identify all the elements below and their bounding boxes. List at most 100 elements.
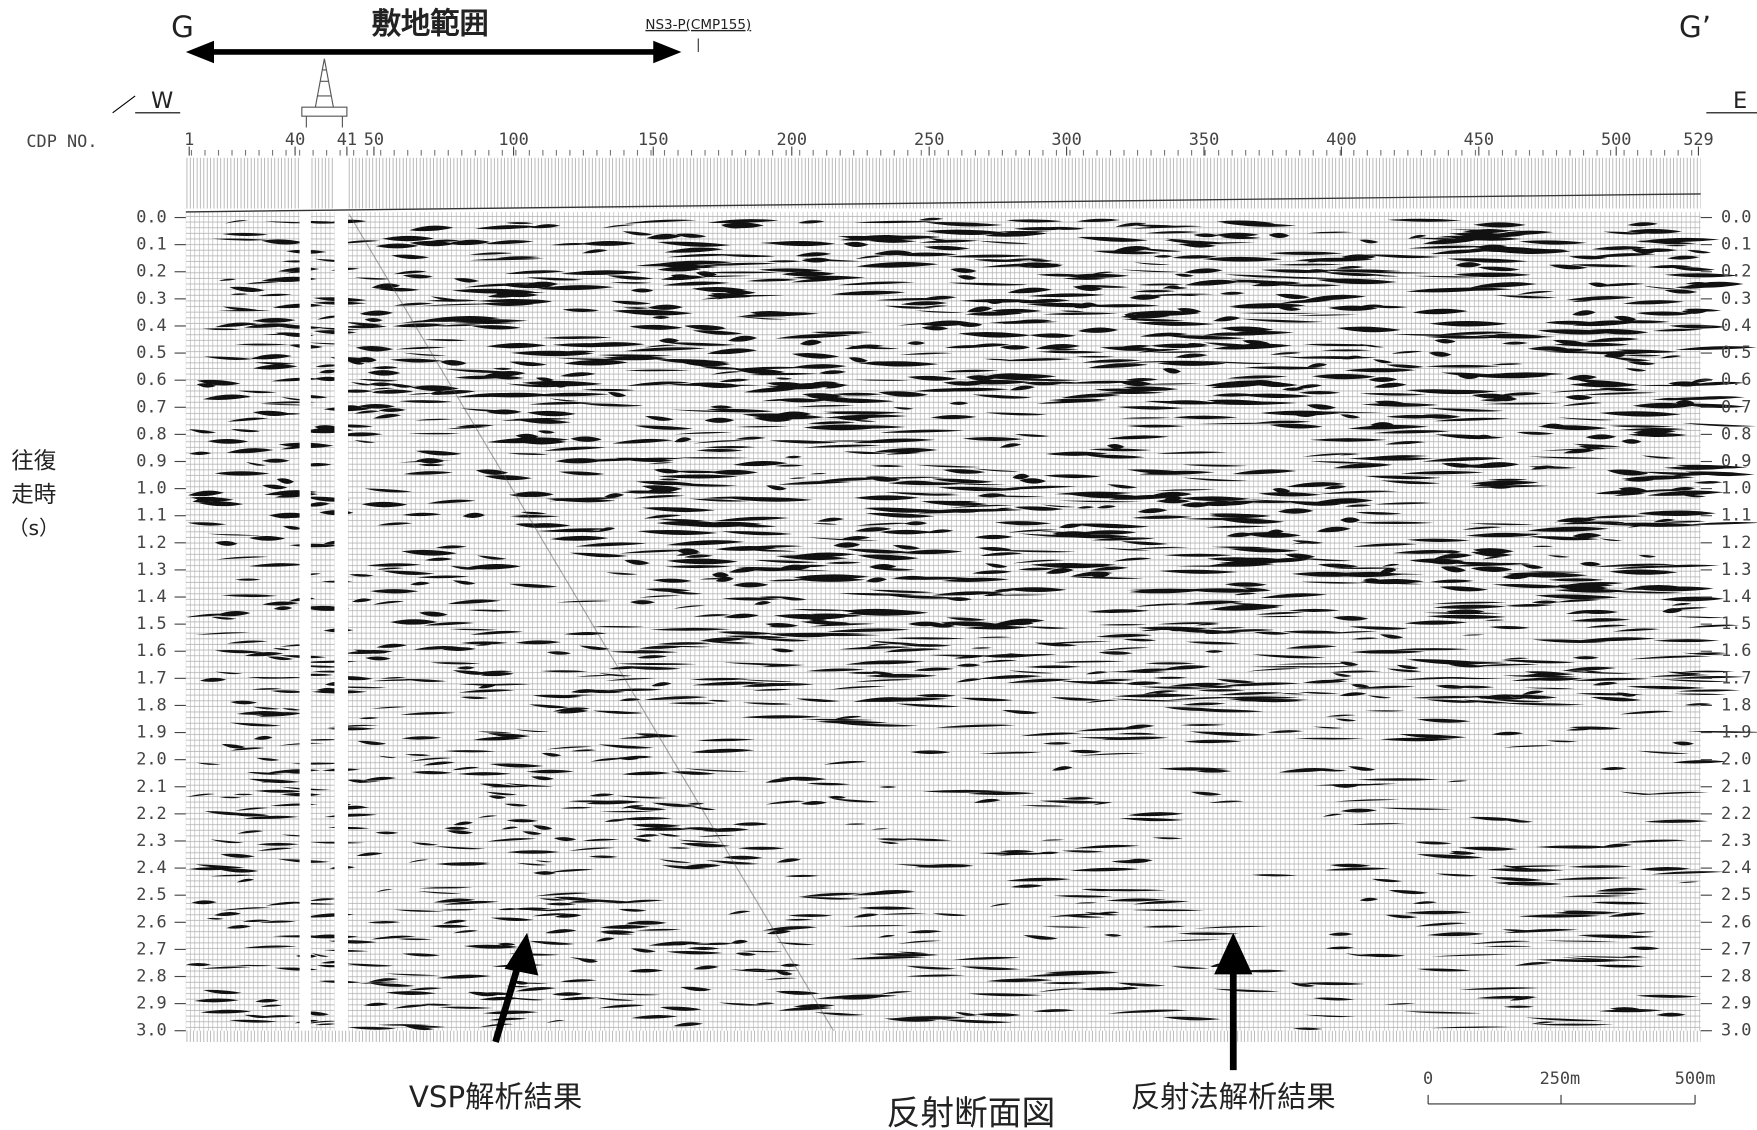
reflector <box>956 663 981 667</box>
west-label: W <box>151 88 173 114</box>
reflector <box>1294 384 1323 389</box>
reflector <box>1040 839 1065 841</box>
reflector <box>1292 314 1359 317</box>
reflector <box>1269 423 1323 429</box>
reflector <box>1421 389 1499 394</box>
reflector <box>1345 953 1372 957</box>
reflector <box>631 1015 678 1019</box>
reflector <box>1674 346 1757 351</box>
reflector <box>1279 299 1332 304</box>
reflector <box>418 887 473 889</box>
reflector <box>595 937 615 942</box>
reflector <box>1681 422 1757 427</box>
reflector <box>1005 587 1067 593</box>
reflector <box>822 440 878 442</box>
reflector <box>944 345 989 349</box>
reflector <box>1675 464 1748 469</box>
reflector <box>1647 674 1711 677</box>
reflector <box>659 1006 702 1011</box>
reflector <box>892 545 921 550</box>
reflector <box>1652 328 1703 332</box>
reflector <box>1220 326 1274 332</box>
reflector <box>739 950 783 953</box>
reflector <box>1126 469 1188 474</box>
reflector <box>1475 335 1556 338</box>
reflector <box>577 958 599 963</box>
reflector <box>676 548 700 554</box>
reflector <box>823 414 907 419</box>
reflector <box>526 410 576 417</box>
reflector <box>767 579 804 582</box>
reflector <box>1090 271 1114 275</box>
reflector <box>251 688 282 690</box>
reflector <box>740 545 804 548</box>
reflector <box>723 613 759 619</box>
reflector <box>1491 731 1524 736</box>
reflector <box>1075 987 1140 991</box>
reflector <box>1473 222 1526 228</box>
reflector <box>1626 228 1682 234</box>
reflector <box>1599 538 1623 541</box>
reflector <box>1562 666 1617 671</box>
reflector <box>1637 750 1690 754</box>
reflector <box>415 418 454 421</box>
reflector <box>1406 538 1470 542</box>
reflector <box>1575 692 1644 696</box>
reflector <box>243 945 298 949</box>
reflector <box>978 675 1043 680</box>
reflector <box>649 627 731 631</box>
reflector <box>609 650 674 654</box>
reflector <box>1348 823 1407 825</box>
reflector <box>1474 244 1508 249</box>
reflector <box>1503 928 1579 934</box>
reflector <box>1367 455 1429 458</box>
reflector <box>1599 411 1682 417</box>
reflector <box>693 965 719 970</box>
reflector <box>1621 439 1642 444</box>
reflector <box>1611 357 1651 362</box>
reflector <box>402 953 441 957</box>
time-tick-label: 1.5 <box>1721 613 1751 633</box>
reflector <box>1288 608 1341 613</box>
reflector <box>854 527 892 532</box>
reflector <box>378 755 397 759</box>
reflector <box>1051 766 1073 771</box>
reflector <box>1564 584 1614 588</box>
reflector <box>638 595 682 598</box>
reflector <box>1254 420 1312 424</box>
reflector <box>1306 231 1354 234</box>
reflector <box>1093 678 1135 682</box>
cdp-tick-label: 50 <box>364 129 384 149</box>
east-label: E <box>1733 88 1747 114</box>
reflector <box>878 391 929 397</box>
reflector <box>957 275 977 280</box>
reflector <box>1540 448 1622 452</box>
reflector <box>469 252 513 255</box>
reflector <box>1635 237 1720 243</box>
reflector <box>1673 616 1728 619</box>
reflector <box>1075 355 1115 358</box>
reflector <box>1273 663 1357 665</box>
reflector <box>1193 233 1219 238</box>
reflector <box>1659 679 1732 683</box>
reflector <box>464 283 530 288</box>
reflector <box>467 991 499 997</box>
time-tick-label: 2.0 <box>1721 749 1751 769</box>
reflector <box>1435 873 1478 877</box>
reflector <box>371 389 413 394</box>
reflector <box>1404 620 1468 625</box>
reflector <box>1258 615 1305 618</box>
reflector <box>1489 625 1530 630</box>
reflector <box>1203 332 1244 336</box>
reflector <box>1428 351 1452 357</box>
reflector <box>999 849 1035 853</box>
reflector <box>878 786 897 788</box>
reflector <box>569 552 629 558</box>
reflector <box>803 444 883 448</box>
reflector <box>604 819 626 822</box>
reflector <box>515 491 554 497</box>
reflector <box>1082 304 1160 308</box>
cdp-tick-label: 40 <box>285 129 305 149</box>
reflector <box>645 588 691 592</box>
reflector <box>1514 962 1553 966</box>
